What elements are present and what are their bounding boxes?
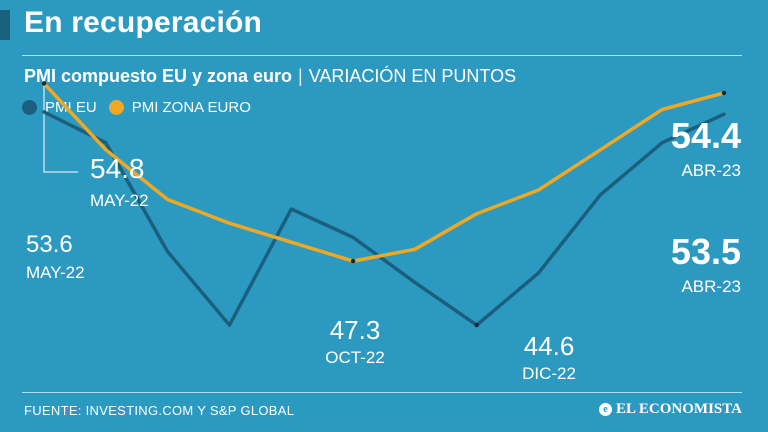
annotation-value-euro-oct: 47.3 — [330, 315, 381, 345]
brand-name: EL ECONOMISTA — [616, 401, 742, 417]
chart-subtitle: PMI compuesto EU y zona euro | VARIACIÓN E… — [24, 66, 516, 87]
annotation-value-euro-last: 54.4 — [671, 115, 741, 156]
annotation-value-eu-first: 53.6 — [26, 231, 73, 258]
annotation-label-euro-last: ABR-23 — [681, 161, 741, 180]
subtitle-main: PMI compuesto EU y zona euro — [24, 66, 293, 86]
annotation-label-euro-oct: OCT-22 — [325, 348, 385, 367]
legend-label-euro: PMI ZONA EURO — [131, 99, 251, 116]
source-note: FUENTE: INVESTING.COM Y S&P GLOBAL — [24, 403, 295, 418]
annotation-value-euro-first: 54.8 — [90, 153, 145, 184]
series-line-eu — [42, 110, 726, 327]
top-divider — [22, 55, 742, 56]
annotation-value-eu-dic: 44.6 — [524, 331, 575, 361]
marker-euro-may-22 — [41, 81, 47, 86]
annotation-label-eu-last: ABR-23 — [681, 277, 741, 296]
marker-euro-abr-23 — [721, 90, 727, 96]
legend-item-eu: PMI EU — [22, 99, 97, 116]
brand-mark-icon: e — [599, 403, 612, 416]
chart-legend: PMI EU PMI ZONA EURO — [22, 99, 263, 116]
annotation-label-euro-first: MAY-22 — [90, 191, 149, 210]
legend-swatch-eu — [22, 100, 37, 115]
legend-swatch-euro — [108, 100, 124, 115]
annotation-label-eu-dic: DIC-22 — [522, 364, 576, 383]
series-line-euro — [42, 81, 726, 263]
legend-item-euro: PMI ZONA EURO — [108, 99, 251, 116]
legend-label-eu: PMI EU — [45, 99, 97, 116]
brand-logo: e EL ECONOMISTA — [599, 401, 742, 418]
title-accent-bar — [0, 10, 10, 40]
annotation-value-eu-last: 53.5 — [671, 231, 741, 272]
subtitle-unit: VARIACIÓN EN PUNTOS — [308, 66, 517, 86]
annotation-label-eu-first: MAY-22 — [26, 263, 85, 282]
marker-euro-oct-22 — [350, 258, 356, 264]
marker-eu-dic-22 — [474, 322, 479, 328]
bottom-divider — [22, 392, 742, 393]
page-title: En recuperación — [24, 6, 263, 39]
subtitle-separator: | — [298, 66, 303, 86]
